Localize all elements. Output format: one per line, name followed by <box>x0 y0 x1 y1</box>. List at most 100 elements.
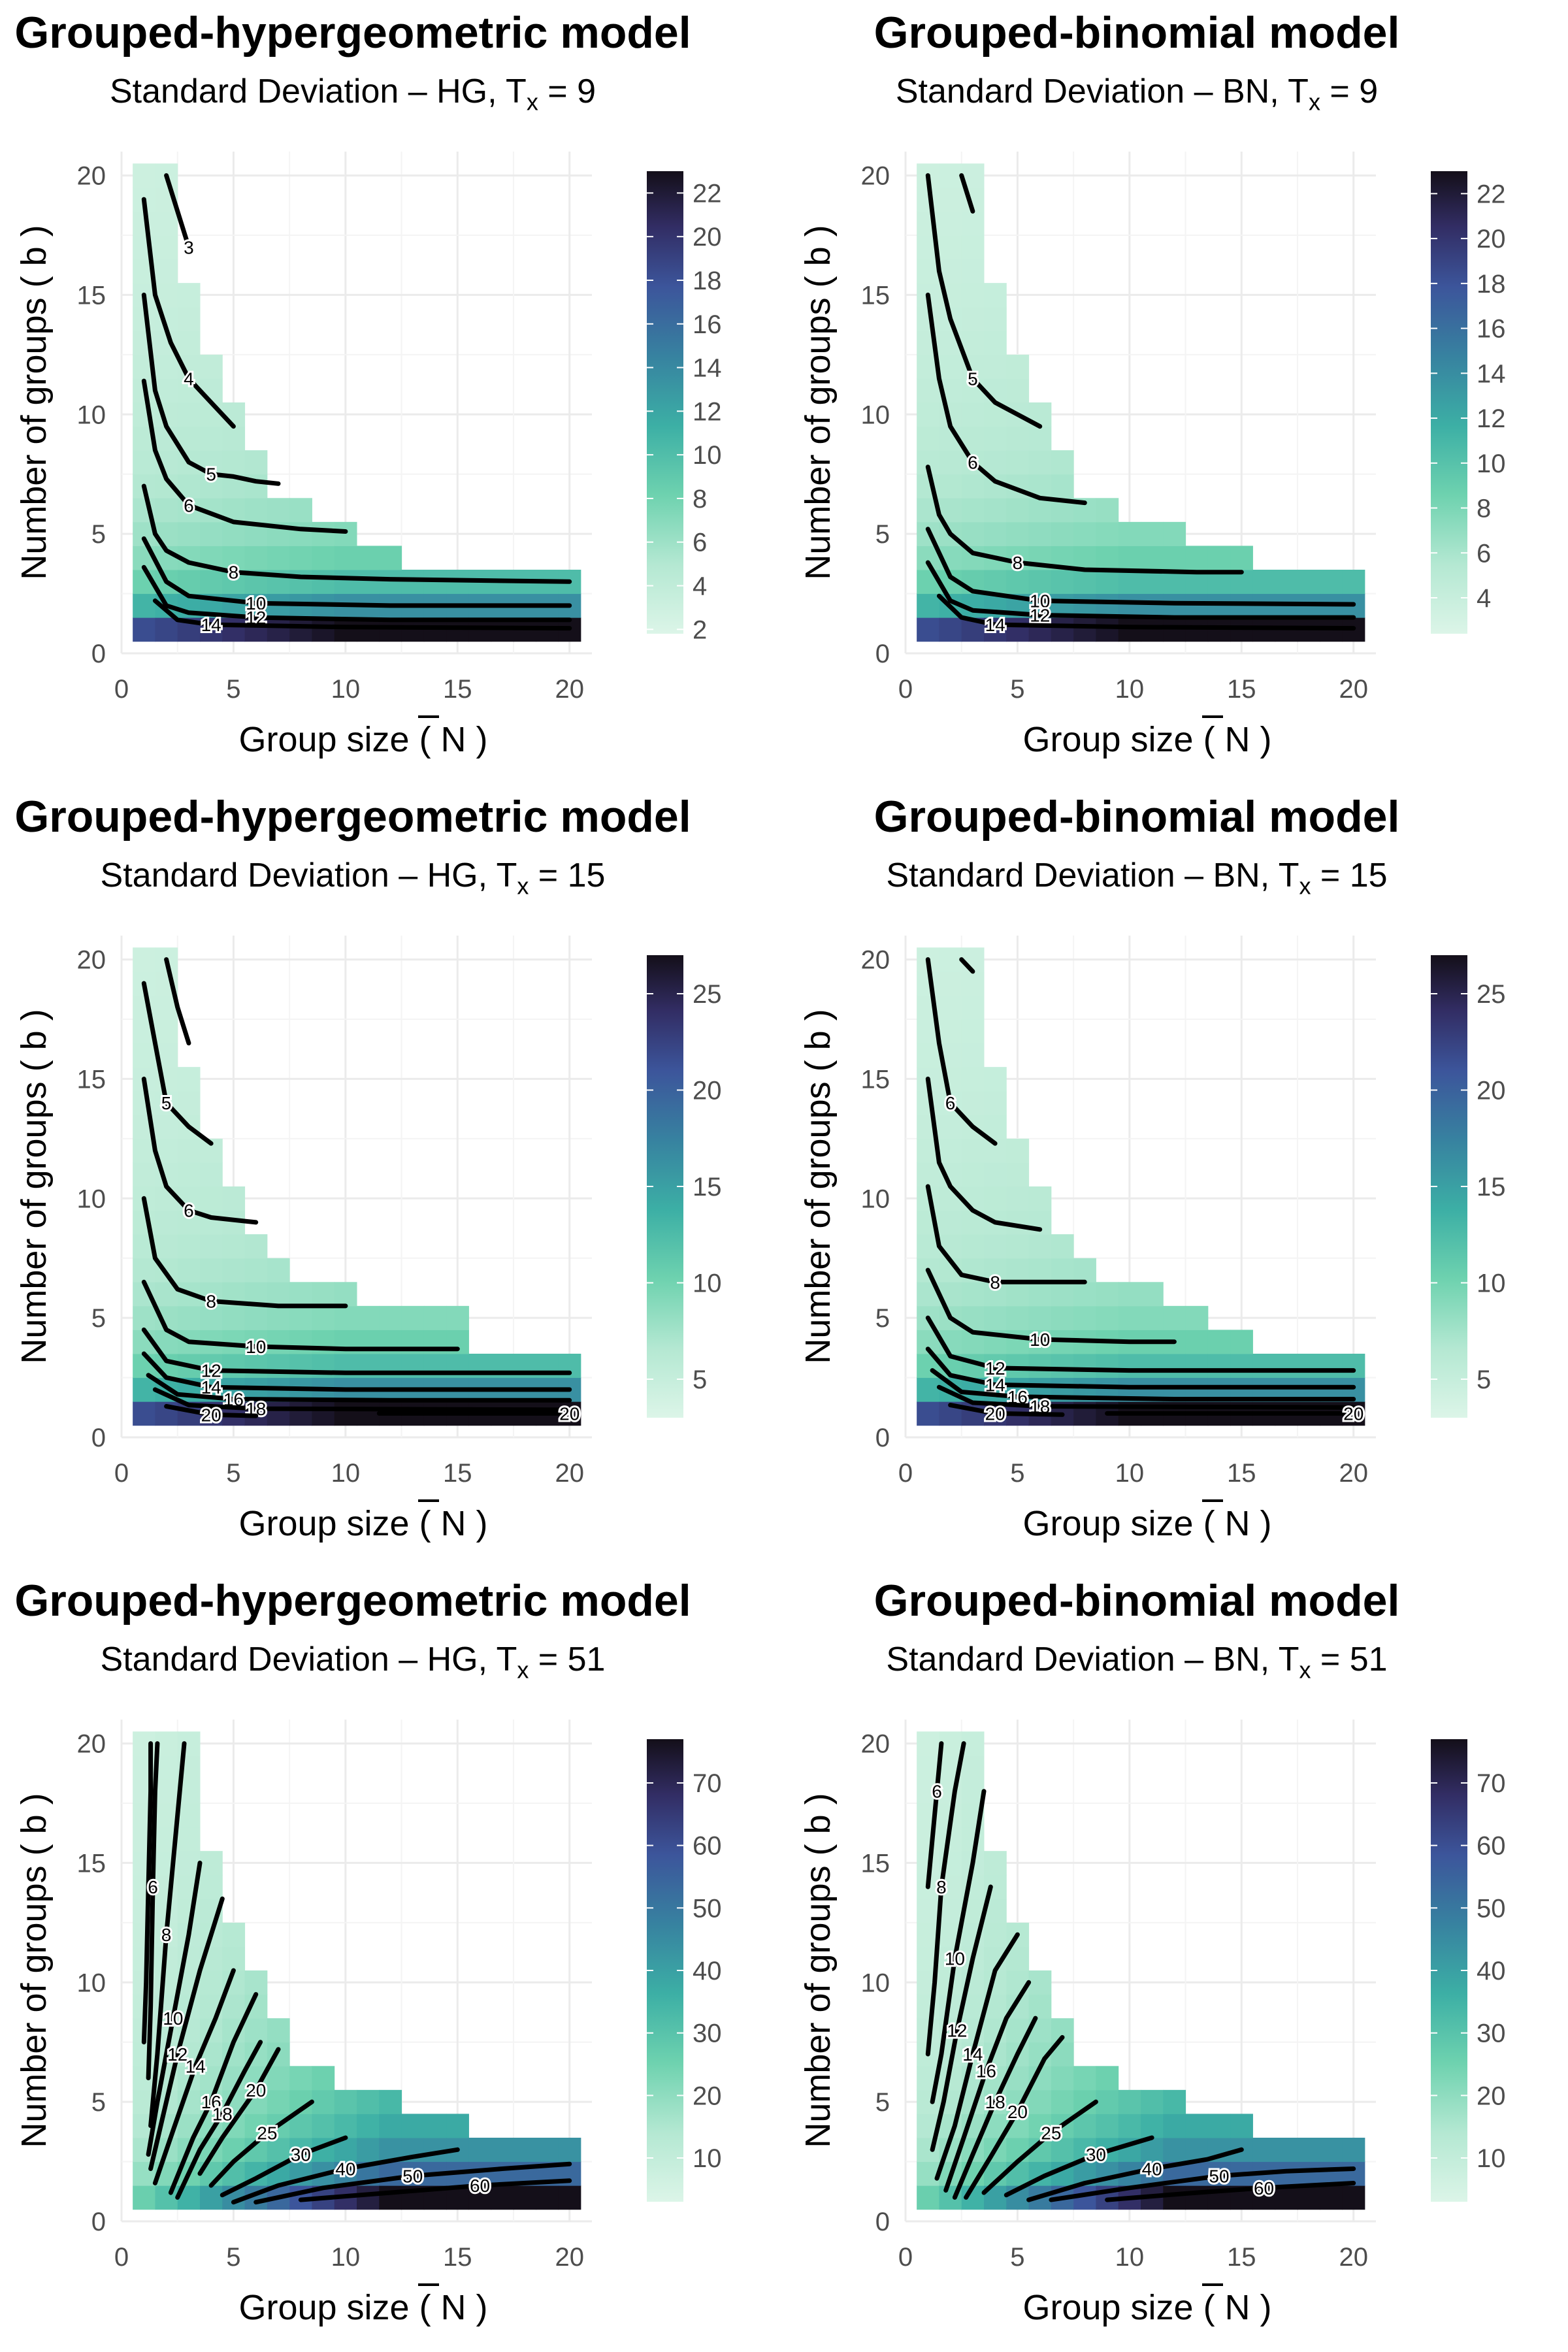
contour-label: 12 <box>947 2020 967 2040</box>
heatmap-tile <box>1073 2114 1096 2138</box>
heatmap-tile <box>1073 2066 1096 2091</box>
contour-label: 25 <box>1041 2123 1061 2144</box>
contour-label: 10 <box>246 593 266 613</box>
heatmap-tile <box>200 1186 223 1211</box>
heatmap-tile <box>200 521 223 546</box>
subtitle-suffix: = 15 <box>1311 857 1388 894</box>
colorbar-tick-label: 4 <box>693 572 707 601</box>
heatmap-tile <box>222 521 246 546</box>
heatmap-tile <box>267 2066 290 2091</box>
contour-label: 60 <box>470 2176 490 2196</box>
heatmap-tile <box>177 402 201 427</box>
heatmap-tile <box>222 2161 246 2186</box>
chart-title: Grouped-hypergeometric model <box>14 8 691 57</box>
heatmap-tile <box>1141 1354 1164 1379</box>
heatmap-tile <box>1163 2138 1186 2163</box>
contour-line <box>231 2147 460 2205</box>
contour-line <box>930 1789 987 2104</box>
colorbar-tick-label: 10 <box>693 441 722 470</box>
heatmap-tile <box>1073 1282 1096 1307</box>
heatmap-tile <box>939 995 962 1020</box>
heatmap-tile <box>312 546 335 570</box>
heatmap-tile <box>177 306 201 331</box>
heatmap-tile <box>917 1162 939 1187</box>
heatmap-tile <box>961 546 985 570</box>
contour-label: 6 <box>968 452 978 472</box>
heatmap-tile <box>961 1755 985 1780</box>
contour-line <box>1049 2166 1356 2202</box>
heatmap-tile <box>133 1354 155 1379</box>
contour-label: 12 <box>985 1358 1005 1379</box>
contour-line <box>959 173 975 214</box>
x-tick-label: 15 <box>443 675 472 704</box>
heatmap-tile <box>1252 570 1276 595</box>
y-tick-label: 10 <box>861 400 890 429</box>
heatmap-tile <box>177 1258 201 1282</box>
heatmap-tile <box>961 1090 985 1115</box>
contour-label: 6 <box>184 1201 194 1221</box>
heatmap-tile <box>289 1401 312 1426</box>
heatmap-tile <box>939 1138 962 1163</box>
heatmap-tile <box>1028 498 1052 523</box>
x-tick-label: 5 <box>226 1459 240 1488</box>
colorbar-tick-label: 25 <box>1477 980 1506 1009</box>
x-tick-label: 0 <box>898 2243 913 2272</box>
y-axis-label: Number of groups ( b ) <box>798 1793 838 2148</box>
heatmap-tile <box>1163 521 1186 546</box>
contour-label: 18 <box>212 2104 233 2124</box>
y-tick-label: 15 <box>861 1065 890 1094</box>
heatmap-tile <box>1342 2185 1365 2210</box>
heatmap-tile <box>961 1138 985 1163</box>
heatmap-tile <box>177 331 201 355</box>
heatmap-tile <box>961 1067 985 1092</box>
contour-label: 5 <box>161 1093 172 1113</box>
heatmap-tile <box>536 2138 559 2163</box>
contour-line <box>925 1267 1177 1345</box>
y-tick-label: 20 <box>861 946 890 975</box>
heatmap-tile <box>961 331 985 355</box>
heatmap-tile <box>312 1401 335 1426</box>
subtitle-prefix: Standard Deviation – BN, T <box>895 73 1309 110</box>
contour-line <box>141 483 572 584</box>
heatmap-tile <box>267 1282 290 1307</box>
heatmap-tile <box>357 570 380 595</box>
colorbar-tick-label: 15 <box>1477 1173 1506 1201</box>
heatmap-tile <box>1006 378 1030 403</box>
contour-label: 6 <box>148 1877 158 1897</box>
contour-line <box>925 527 1356 607</box>
colorbar-tick-label: 6 <box>693 529 707 557</box>
contour-label: 10 <box>1030 591 1050 612</box>
heatmap-tile <box>200 570 223 595</box>
contour-line <box>168 1992 259 2195</box>
heatmap-tile <box>267 617 290 642</box>
x-tick-label: 10 <box>1115 1459 1145 1488</box>
colorbar-tick-label: 50 <box>693 1894 722 1923</box>
heatmap-tile <box>939 211 962 236</box>
heatmap-tile <box>312 1282 335 1307</box>
chart-subtitle: Standard Deviation – BN, Tx = 15 <box>784 849 1490 912</box>
heatmap-tile <box>1141 521 1164 546</box>
colorbar-tick-label: 20 <box>1477 2082 1506 2110</box>
contour-label: 14 <box>186 2056 206 2076</box>
heatmap-tile <box>984 1851 1007 1876</box>
contour-line <box>925 957 998 1146</box>
heatmap-tile <box>1096 2114 1119 2138</box>
heatmap-tile <box>1118 1354 1141 1379</box>
heatmap-tile <box>984 1067 1007 1092</box>
axis-ticks: 0 5 10 15 20 0 5 10 15 20 <box>861 162 1368 704</box>
heatmap-tile <box>200 378 223 403</box>
y-tick-label: 0 <box>875 2208 890 2236</box>
colorbar-tick-label: 50 <box>1477 1894 1506 1923</box>
colorbar-tick-label: 12 <box>693 397 722 426</box>
heatmap-tile <box>312 2066 335 2091</box>
heatmap-tile <box>200 2185 223 2210</box>
heatmap-tile <box>939 235 962 260</box>
heatmap-tile <box>177 1731 201 1756</box>
heatmap-tile <box>244 2018 268 2043</box>
heatmap-tile <box>939 450 962 475</box>
heatmap-tile <box>357 2185 380 2210</box>
axis-ticks: 0 5 10 15 20 0 5 10 15 20 <box>77 1730 584 2272</box>
colorbar-tick-label: 8 <box>693 485 707 514</box>
